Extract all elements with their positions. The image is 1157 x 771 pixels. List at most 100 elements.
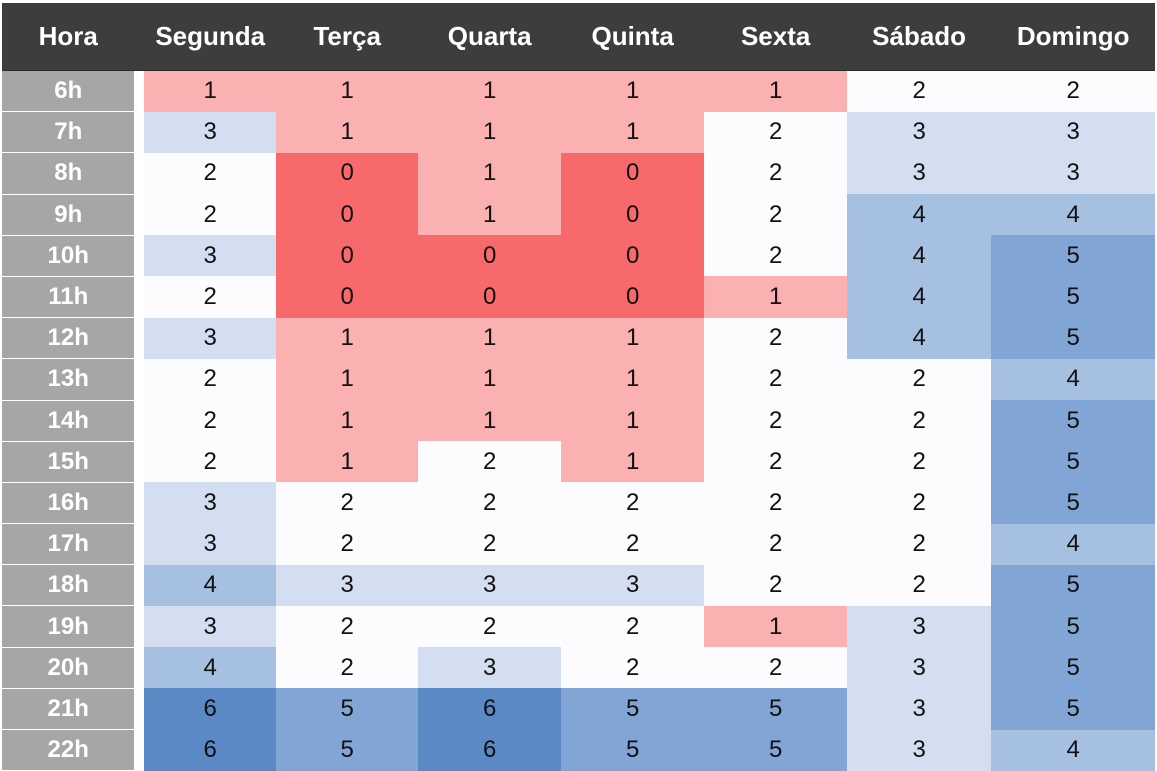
heatmap-cell: 1	[560, 400, 705, 442]
heatmap-cell: 2	[275, 482, 419, 524]
heatmap-cell: 2	[846, 523, 992, 565]
heatmap-cell: 5	[991, 400, 1155, 442]
heatmap-cell: 5	[991, 647, 1155, 689]
heatmap-row: 20h 4 2 3 2 2 3 5	[2, 647, 1155, 689]
heatmap-cell: 6	[144, 688, 276, 730]
row-label: 8h	[2, 152, 135, 195]
heatmap-cell: 0	[560, 276, 705, 318]
heatmap-cell: 2	[275, 523, 419, 565]
heatmap-cell: 3	[144, 605, 276, 648]
heatmap-cell: 2	[846, 400, 992, 442]
heatmap-cell: 2	[275, 605, 419, 648]
row-label: 6h	[2, 70, 135, 113]
heatmap-cell: 5	[704, 729, 847, 771]
heatmap-cell: 5	[991, 564, 1155, 606]
row-label: 13h	[2, 358, 135, 401]
heatmap-row: 21h 6 5 6 5 5 3 5	[2, 688, 1155, 731]
heatmap-cell: 1	[275, 400, 419, 442]
row-label: 20h	[2, 647, 135, 689]
heatmap-cell: 2	[704, 564, 847, 606]
heatmap-cell: 5	[275, 688, 419, 730]
heatmap-cell: 5	[991, 235, 1155, 277]
heatmap-cell: 3	[418, 564, 561, 606]
heatmap-cell: 5	[275, 729, 419, 771]
row-separator	[134, 194, 145, 236]
heatmap-cell: 0	[275, 194, 419, 236]
row-separator	[134, 441, 145, 483]
header-row: Hora Segunda Terça Quarta Quinta Sexta Sábado…	[2, 3, 1155, 71]
row-label: 7h	[2, 111, 135, 154]
heatmap-cell: 4	[991, 729, 1155, 771]
heatmap-cell: 4	[991, 523, 1155, 565]
heatmap-cell: 2	[144, 276, 276, 318]
heatmap-cell: 1	[704, 70, 847, 112]
heatmap-cell: 2	[704, 482, 847, 524]
heatmap-row: 7h 3 1 1 1 2 3 3	[2, 111, 1155, 154]
heatmap-cell: 5	[991, 482, 1155, 524]
heatmap-cell: 2	[418, 441, 561, 483]
heatmap-cell: 2	[418, 482, 561, 524]
heatmap-cell: 0	[275, 152, 419, 195]
row-separator	[134, 111, 145, 153]
heatmap-cell: 2	[846, 358, 992, 400]
heatmap-cell: 4	[144, 647, 276, 689]
heatmap-row: 13h 2 1 1 1 2 2 4	[2, 358, 1155, 401]
heatmap-cell: 6	[144, 729, 276, 771]
heatmap-header: Hora Segunda Terça Quarta Quinta Sexta Sábado…	[2, 3, 1155, 71]
row-label: 11h	[2, 276, 135, 319]
heatmap-cell: 1	[418, 70, 561, 112]
heatmap-cell: 1	[418, 152, 561, 195]
heatmap-cell: 3	[418, 647, 561, 689]
heatmap-cell: 0	[275, 235, 419, 277]
heatmap-cell: 5	[991, 688, 1155, 730]
row-label: 21h	[2, 688, 135, 731]
heatmap-row: 8h 2 0 1 0 2 3 3	[2, 152, 1155, 195]
row-separator	[134, 564, 145, 606]
heatmap-cell: 0	[418, 276, 561, 318]
heatmap-row: 12h 3 1 1 1 2 4 5	[2, 317, 1155, 360]
heatmap-cell: 2	[704, 441, 847, 483]
heatmap-cell: 3	[144, 235, 276, 277]
heatmap-cell: 1	[418, 400, 561, 442]
heatmap-cell: 2	[991, 70, 1155, 112]
heatmap-cell: 3	[275, 564, 419, 606]
column-header: Terça	[275, 3, 419, 71]
heatmap-cell: 1	[275, 358, 419, 400]
column-header: Domingo	[991, 3, 1155, 71]
row-separator	[134, 358, 145, 400]
heatmap-cell: 4	[846, 235, 992, 277]
heatmap-cell: 4	[846, 276, 992, 318]
heatmap-cell: 4	[991, 194, 1155, 236]
row-separator	[134, 235, 145, 277]
heatmap-cell: 1	[418, 194, 561, 236]
heatmap-cell: 0	[560, 152, 705, 195]
heatmap-cell: 1	[560, 441, 705, 483]
heatmap-cell: 2	[275, 647, 419, 689]
heatmap-cell: 2	[560, 647, 705, 689]
heatmap-body: 6h 1 1 1 1 1 2 2 7h 3 1 1 1 2 3 3 8h 2 0 1 0 2 3 3 9h 2 0 1 0 2 4 4 10h 3…	[2, 70, 1155, 771]
row-separator	[134, 523, 145, 565]
heatmap-cell: 0	[560, 235, 705, 277]
heatmap-cell: 2	[418, 523, 561, 565]
column-header: Quarta	[418, 3, 561, 71]
row-label: 22h	[2, 729, 135, 771]
heatmap-cell: 3	[846, 111, 992, 153]
heatmap-cell: 3	[846, 688, 992, 730]
heatmap-cell: 2	[704, 111, 847, 153]
row-separator	[134, 400, 145, 442]
heatmap-cell: 1	[144, 70, 276, 112]
heatmap-cell: 4	[846, 194, 992, 236]
heatmap-cell: 2	[560, 605, 705, 648]
heatmap-cell: 3	[846, 152, 992, 195]
heatmap-row: 6h 1 1 1 1 1 2 2	[2, 70, 1155, 113]
row-label: 19h	[2, 605, 135, 648]
heatmap-cell: 3	[144, 317, 276, 359]
heatmap-cell: 2	[846, 482, 992, 524]
heatmap-cell: 3	[560, 564, 705, 606]
corner-header: Hora	[2, 3, 135, 71]
heatmap-row: 18h 4 3 3 3 2 2 5	[2, 564, 1155, 607]
heatmap-cell: 5	[560, 688, 705, 730]
heatmap-cell: 5	[991, 276, 1155, 318]
heatmap-cell: 2	[704, 358, 847, 400]
heatmap-cell: 1	[560, 111, 705, 153]
